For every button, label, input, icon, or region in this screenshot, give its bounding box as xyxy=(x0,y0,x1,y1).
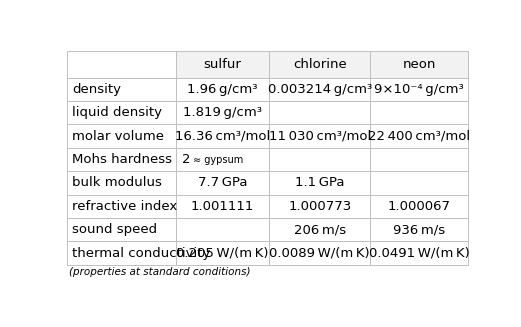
Bar xyxy=(269,124,370,148)
Bar xyxy=(269,195,370,218)
Bar xyxy=(67,218,176,241)
Bar xyxy=(269,171,370,195)
Text: 1.000067: 1.000067 xyxy=(388,200,451,213)
Bar xyxy=(67,195,176,218)
Bar xyxy=(176,171,269,195)
Text: 206 m/s: 206 m/s xyxy=(294,223,346,236)
Bar xyxy=(176,124,269,148)
Bar xyxy=(67,51,176,77)
Bar xyxy=(269,241,370,265)
Text: 7.7 GPa: 7.7 GPa xyxy=(198,176,247,189)
Text: 22 400 cm³/mol: 22 400 cm³/mol xyxy=(368,129,470,143)
Text: 16.36 cm³/mol: 16.36 cm³/mol xyxy=(175,129,270,143)
Bar xyxy=(370,77,468,101)
Text: refractive index: refractive index xyxy=(72,200,177,213)
Bar xyxy=(269,148,370,171)
Bar xyxy=(370,148,468,171)
Text: 1.001111: 1.001111 xyxy=(191,200,254,213)
Bar xyxy=(176,195,269,218)
Text: 1.96 g/cm³: 1.96 g/cm³ xyxy=(188,83,258,96)
Bar xyxy=(176,51,269,77)
Bar xyxy=(269,101,370,124)
Bar xyxy=(176,241,269,265)
Text: ≈ gypsum: ≈ gypsum xyxy=(193,155,243,165)
Text: sound speed: sound speed xyxy=(72,223,157,236)
Text: 11 030 cm³/mol: 11 030 cm³/mol xyxy=(269,129,371,143)
Bar xyxy=(370,195,468,218)
Text: 1.1 GPa: 1.1 GPa xyxy=(295,176,344,189)
Text: liquid density: liquid density xyxy=(72,106,162,119)
Bar xyxy=(176,148,269,171)
Bar xyxy=(67,241,176,265)
Bar xyxy=(67,124,176,148)
Bar xyxy=(67,77,176,101)
Text: 0.0089 W/(m K): 0.0089 W/(m K) xyxy=(269,247,370,260)
Bar xyxy=(269,77,370,101)
Bar xyxy=(67,148,176,171)
Bar xyxy=(370,124,468,148)
Text: 9×10⁻⁴ g/cm³: 9×10⁻⁴ g/cm³ xyxy=(374,83,464,96)
Bar xyxy=(370,51,468,77)
Bar xyxy=(370,101,468,124)
Text: 0.0491 W/(m K): 0.0491 W/(m K) xyxy=(369,247,469,260)
Bar xyxy=(370,241,468,265)
Text: 936 m/s: 936 m/s xyxy=(393,223,445,236)
Text: Mohs hardness: Mohs hardness xyxy=(72,153,172,166)
Text: 1.000773: 1.000773 xyxy=(288,200,351,213)
Text: sulfur: sulfur xyxy=(204,58,242,71)
Bar xyxy=(176,77,269,101)
Text: 0.205 W/(m K): 0.205 W/(m K) xyxy=(177,247,269,260)
Bar xyxy=(67,171,176,195)
Bar xyxy=(269,218,370,241)
Text: molar volume: molar volume xyxy=(72,129,164,143)
Text: density: density xyxy=(72,83,121,96)
Text: neon: neon xyxy=(403,58,436,71)
Bar xyxy=(67,101,176,124)
Bar xyxy=(269,51,370,77)
Text: chlorine: chlorine xyxy=(293,58,346,71)
Text: bulk modulus: bulk modulus xyxy=(72,176,162,189)
Text: 0.003214 g/cm³: 0.003214 g/cm³ xyxy=(268,83,372,96)
Bar xyxy=(370,171,468,195)
Text: thermal conductivity: thermal conductivity xyxy=(72,247,210,260)
Bar xyxy=(370,218,468,241)
Bar xyxy=(176,101,269,124)
Bar xyxy=(176,218,269,241)
Text: 1.819 g/cm³: 1.819 g/cm³ xyxy=(183,106,262,119)
Text: 2: 2 xyxy=(182,153,190,166)
Text: (properties at standard conditions): (properties at standard conditions) xyxy=(69,267,251,277)
